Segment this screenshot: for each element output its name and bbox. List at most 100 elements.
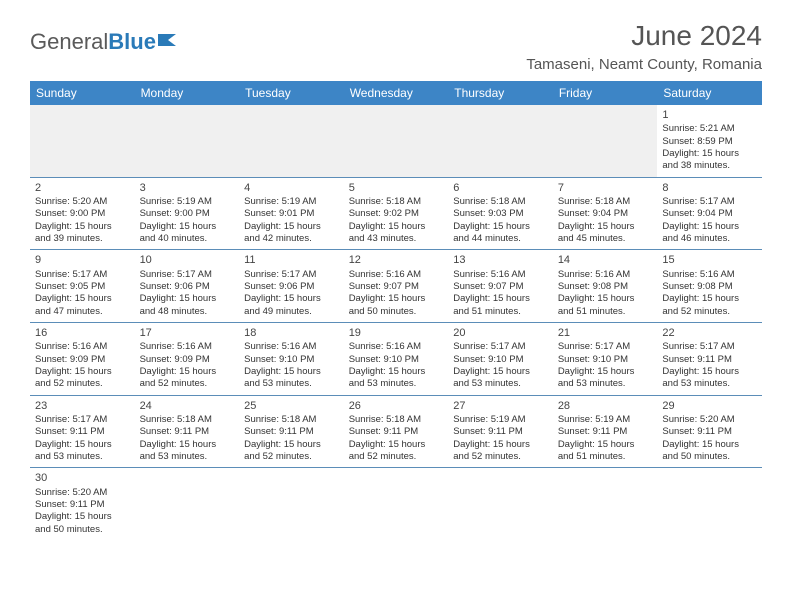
sunset-line: Sunset: 9:11 PM bbox=[662, 426, 757, 438]
day-number: 28 bbox=[558, 399, 653, 413]
day-number: 23 bbox=[35, 399, 130, 413]
daylight-minutes: and 47 minutes. bbox=[35, 306, 130, 318]
daylight-line: Daylight: 15 hours bbox=[349, 439, 444, 451]
daylight-minutes: and 50 minutes. bbox=[35, 524, 130, 536]
calendar-day-cell bbox=[657, 468, 762, 540]
day-number: 13 bbox=[453, 253, 548, 267]
weekday-header-row: SundayMondayTuesdayWednesdayThursdayFrid… bbox=[30, 81, 762, 105]
sunset-line: Sunset: 9:10 PM bbox=[453, 354, 548, 366]
daylight-minutes: and 52 minutes. bbox=[349, 451, 444, 463]
sunrise-line: Sunrise: 5:19 AM bbox=[558, 414, 653, 426]
day-number: 15 bbox=[662, 253, 757, 267]
daylight-line: Daylight: 15 hours bbox=[35, 511, 130, 523]
day-number: 25 bbox=[244, 399, 339, 413]
weekday-header: Saturday bbox=[657, 81, 762, 105]
sunrise-line: Sunrise: 5:17 AM bbox=[35, 414, 130, 426]
daylight-line: Daylight: 15 hours bbox=[35, 221, 130, 233]
calendar-week-row: 30Sunrise: 5:20 AMSunset: 9:11 PMDayligh… bbox=[30, 468, 762, 540]
sunrise-line: Sunrise: 5:19 AM bbox=[140, 196, 235, 208]
calendar-body: 1Sunrise: 5:21 AMSunset: 8:59 PMDaylight… bbox=[30, 105, 762, 540]
calendar-day-cell: 3Sunrise: 5:19 AMSunset: 9:00 PMDaylight… bbox=[135, 177, 240, 250]
daylight-line: Daylight: 15 hours bbox=[558, 366, 653, 378]
calendar-week-row: 16Sunrise: 5:16 AMSunset: 9:09 PMDayligh… bbox=[30, 323, 762, 396]
sunset-line: Sunset: 9:01 PM bbox=[244, 208, 339, 220]
daylight-line: Daylight: 15 hours bbox=[453, 221, 548, 233]
sunset-line: Sunset: 9:08 PM bbox=[558, 281, 653, 293]
day-number: 1 bbox=[662, 108, 757, 122]
sunrise-line: Sunrise: 5:20 AM bbox=[35, 196, 130, 208]
day-number: 8 bbox=[662, 181, 757, 195]
day-number: 9 bbox=[35, 253, 130, 267]
sunset-line: Sunset: 9:07 PM bbox=[453, 281, 548, 293]
sunrise-line: Sunrise: 5:20 AM bbox=[662, 414, 757, 426]
day-number: 21 bbox=[558, 326, 653, 340]
daylight-minutes: and 53 minutes. bbox=[35, 451, 130, 463]
daylight-minutes: and 53 minutes. bbox=[244, 378, 339, 390]
sunset-line: Sunset: 9:00 PM bbox=[140, 208, 235, 220]
daylight-line: Daylight: 15 hours bbox=[35, 366, 130, 378]
calendar-day-cell: 9Sunrise: 5:17 AMSunset: 9:05 PMDaylight… bbox=[30, 250, 135, 323]
calendar-day-cell: 7Sunrise: 5:18 AMSunset: 9:04 PMDaylight… bbox=[553, 177, 658, 250]
weekday-header: Friday bbox=[553, 81, 658, 105]
daylight-minutes: and 52 minutes. bbox=[140, 378, 235, 390]
location: Tamaseni, Neamt County, Romania bbox=[526, 56, 762, 73]
sunset-line: Sunset: 9:07 PM bbox=[349, 281, 444, 293]
daylight-line: Daylight: 15 hours bbox=[453, 366, 548, 378]
sunset-line: Sunset: 9:06 PM bbox=[244, 281, 339, 293]
sunrise-line: Sunrise: 5:16 AM bbox=[662, 269, 757, 281]
sunrise-line: Sunrise: 5:16 AM bbox=[558, 269, 653, 281]
sunset-line: Sunset: 9:11 PM bbox=[35, 499, 130, 511]
daylight-minutes: and 53 minutes. bbox=[558, 378, 653, 390]
daylight-line: Daylight: 15 hours bbox=[35, 439, 130, 451]
day-number: 24 bbox=[140, 399, 235, 413]
daylight-line: Daylight: 15 hours bbox=[662, 221, 757, 233]
daylight-line: Daylight: 15 hours bbox=[453, 439, 548, 451]
daylight-minutes: and 53 minutes. bbox=[662, 378, 757, 390]
sunrise-line: Sunrise: 5:18 AM bbox=[140, 414, 235, 426]
sunset-line: Sunset: 9:03 PM bbox=[453, 208, 548, 220]
day-number: 18 bbox=[244, 326, 339, 340]
calendar-day-cell: 10Sunrise: 5:17 AMSunset: 9:06 PMDayligh… bbox=[135, 250, 240, 323]
calendar-day-cell: 20Sunrise: 5:17 AMSunset: 9:10 PMDayligh… bbox=[448, 323, 553, 396]
day-number: 11 bbox=[244, 253, 339, 267]
daylight-minutes: and 51 minutes. bbox=[453, 306, 548, 318]
daylight-line: Daylight: 15 hours bbox=[140, 221, 235, 233]
sunset-line: Sunset: 8:59 PM bbox=[662, 136, 757, 148]
sunset-line: Sunset: 9:09 PM bbox=[140, 354, 235, 366]
day-number: 14 bbox=[558, 253, 653, 267]
weekday-header: Thursday bbox=[448, 81, 553, 105]
calendar-day-cell: 8Sunrise: 5:17 AMSunset: 9:04 PMDaylight… bbox=[657, 177, 762, 250]
calendar-day-cell: 29Sunrise: 5:20 AMSunset: 9:11 PMDayligh… bbox=[657, 395, 762, 468]
calendar-day-cell: 25Sunrise: 5:18 AMSunset: 9:11 PMDayligh… bbox=[239, 395, 344, 468]
calendar-day-cell: 14 Sunrise: 5:16 AMSunset: 9:08 PMDayligh… bbox=[553, 250, 658, 323]
sunset-line: Sunset: 9:11 PM bbox=[35, 426, 130, 438]
sunrise-line: Sunrise: 5:21 AM bbox=[662, 123, 757, 135]
weekday-header: Tuesday bbox=[239, 81, 344, 105]
sunrise-line: Sunrise: 5:16 AM bbox=[244, 341, 339, 353]
calendar-day-cell bbox=[553, 468, 658, 540]
logo: GeneralBlue bbox=[30, 20, 180, 56]
day-number: 19 bbox=[349, 326, 444, 340]
daylight-minutes: and 51 minutes. bbox=[558, 306, 653, 318]
sunrise-line: Sunrise: 5:16 AM bbox=[35, 341, 130, 353]
daylight-minutes: and 51 minutes. bbox=[558, 451, 653, 463]
daylight-minutes: and 53 minutes. bbox=[453, 378, 548, 390]
logo-text-2: Blue bbox=[108, 29, 156, 55]
sunrise-line: Sunrise: 5:16 AM bbox=[140, 341, 235, 353]
day-number: 22 bbox=[662, 326, 757, 340]
daylight-line: Daylight: 15 hours bbox=[662, 148, 757, 160]
daylight-line: Daylight: 15 hours bbox=[662, 293, 757, 305]
day-number: 26 bbox=[349, 399, 444, 413]
sunrise-line: Sunrise: 5:19 AM bbox=[453, 414, 548, 426]
sunrise-line: Sunrise: 5:18 AM bbox=[244, 414, 339, 426]
day-number: 10 bbox=[140, 253, 235, 267]
daylight-line: Daylight: 15 hours bbox=[349, 293, 444, 305]
daylight-line: Daylight: 15 hours bbox=[558, 293, 653, 305]
daylight-minutes: and 40 minutes. bbox=[140, 233, 235, 245]
calendar-day-cell: 17Sunrise: 5:16 AMSunset: 9:09 PMDayligh… bbox=[135, 323, 240, 396]
daylight-line: Daylight: 15 hours bbox=[244, 293, 339, 305]
sunrise-line: Sunrise: 5:18 AM bbox=[349, 196, 444, 208]
sunrise-line: Sunrise: 5:20 AM bbox=[35, 487, 130, 499]
weekday-header: Monday bbox=[135, 81, 240, 105]
daylight-minutes: and 42 minutes. bbox=[244, 233, 339, 245]
